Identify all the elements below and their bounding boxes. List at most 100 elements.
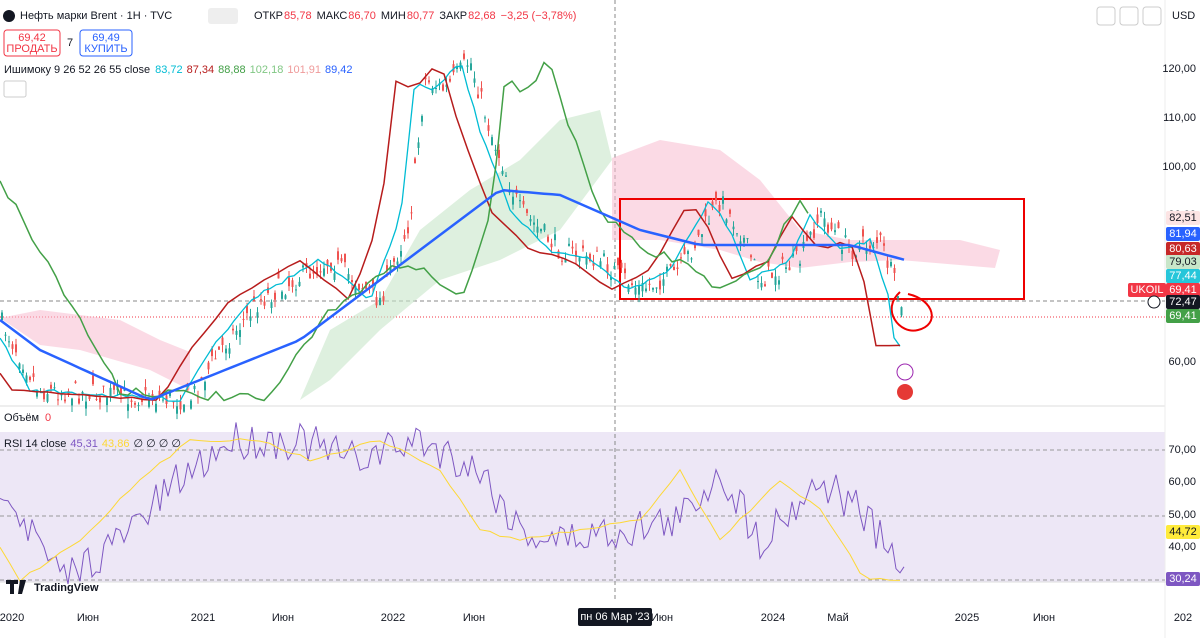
candle-body xyxy=(421,116,423,122)
flag-icon[interactable] xyxy=(897,384,913,400)
moving-average xyxy=(0,189,905,401)
price-badge-text: 69,41 xyxy=(1169,310,1197,322)
toolbar-button[interactable] xyxy=(1142,6,1162,26)
candle-body xyxy=(736,233,738,235)
candle-body xyxy=(15,344,17,353)
ichimoku-value: 88,88 xyxy=(218,64,246,76)
candle-body xyxy=(792,253,794,257)
candle-body xyxy=(746,238,749,240)
candle-body xyxy=(113,384,115,390)
candle-body xyxy=(841,249,843,255)
ichimoku-value: 83,72 xyxy=(155,64,183,76)
volume-value: 0 xyxy=(45,412,51,424)
candle-body xyxy=(519,200,521,202)
candle-body xyxy=(134,402,136,405)
candle-body xyxy=(78,398,80,404)
ichimoku-value: 89,42 xyxy=(325,64,353,76)
candle-body xyxy=(85,401,87,409)
candle-body xyxy=(837,222,840,229)
candle-body xyxy=(389,266,392,273)
candle-body xyxy=(823,218,826,227)
candle-body xyxy=(494,149,497,151)
candle-body xyxy=(375,297,378,306)
change: −3,25 (−3,78%) xyxy=(501,10,577,22)
candle-body xyxy=(725,219,728,223)
candle-body xyxy=(596,250,598,252)
candle-body xyxy=(130,400,133,402)
candle-body xyxy=(316,267,318,275)
candle-body xyxy=(676,267,679,269)
candle-body xyxy=(697,229,700,236)
candle-body xyxy=(585,255,588,265)
candle-body xyxy=(613,265,616,270)
price-badge-text: 44,72 xyxy=(1169,526,1197,538)
candle-body xyxy=(711,201,714,208)
toolbar-button[interactable] xyxy=(1119,6,1139,26)
candle-body xyxy=(239,330,241,337)
price-badge xyxy=(1166,525,1200,539)
crosshair-plus[interactable] xyxy=(1147,295,1161,309)
candle-body xyxy=(288,277,290,287)
toolbar-button[interactable] xyxy=(1096,6,1116,26)
rsi-ma xyxy=(0,438,901,582)
candle-body xyxy=(312,271,315,274)
candle-body xyxy=(501,170,504,175)
candle-body xyxy=(529,219,532,222)
candle-body xyxy=(487,125,490,131)
candle-body xyxy=(767,259,770,267)
candle-body xyxy=(491,137,493,146)
candle-body xyxy=(435,88,437,90)
candle-body xyxy=(820,210,822,213)
candle-body xyxy=(512,196,514,205)
candle-body xyxy=(599,261,602,268)
candle-body xyxy=(214,358,217,360)
event-icon[interactable] xyxy=(896,363,914,381)
indicator-toggle[interactable] xyxy=(208,8,238,24)
buy-button[interactable] xyxy=(79,29,133,57)
rsi-axis-label: 60,00 xyxy=(1168,476,1196,488)
candle-body xyxy=(732,226,735,230)
price-badge xyxy=(1166,211,1200,225)
candle-body xyxy=(183,404,185,412)
candle-body xyxy=(743,237,745,243)
sell-button[interactable] xyxy=(3,29,61,57)
candle-body xyxy=(309,273,311,279)
candle-body xyxy=(505,175,507,177)
candle-body xyxy=(386,265,388,272)
candle-body xyxy=(400,251,402,257)
candle-body xyxy=(666,266,668,272)
candle-body xyxy=(344,254,346,263)
candle-body xyxy=(578,257,581,262)
time-axis-label: 2021 xyxy=(191,612,215,624)
candle-body xyxy=(645,288,647,292)
candle-body xyxy=(750,255,752,258)
candle-body xyxy=(221,337,224,345)
price-badge xyxy=(1166,572,1200,586)
time-axis-label: 2022 xyxy=(381,612,405,624)
price-badge-text: 80,63 xyxy=(1169,243,1197,255)
price-axis-label: 120,00 xyxy=(1162,63,1196,75)
candle-body xyxy=(655,287,658,289)
collapse-button[interactable] xyxy=(3,80,27,98)
candle-body xyxy=(466,65,469,67)
ichimoku-value: 101,91 xyxy=(287,64,321,76)
candle-body xyxy=(680,257,682,259)
candle-body xyxy=(869,245,871,249)
candle-body xyxy=(620,262,623,268)
candle-body xyxy=(260,299,262,301)
candle-body xyxy=(473,78,476,83)
price-badge-text: 82,51 xyxy=(1169,212,1197,224)
candle-body xyxy=(624,268,626,274)
candle-body xyxy=(232,328,234,331)
candle-body xyxy=(561,260,563,262)
candle-body xyxy=(141,398,143,402)
candle-body xyxy=(8,341,10,343)
candle-body xyxy=(46,394,49,402)
candle-body xyxy=(893,268,896,273)
rsi-axis-label: 50,00 xyxy=(1168,509,1196,521)
candle-body xyxy=(582,245,584,249)
candle-body xyxy=(673,266,675,271)
candle-body xyxy=(246,305,248,314)
price-badge xyxy=(1166,283,1200,297)
candle-body xyxy=(568,243,570,246)
